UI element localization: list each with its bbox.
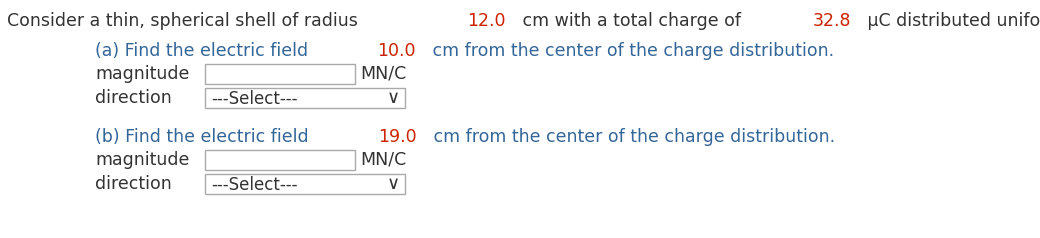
Text: 32.8: 32.8 <box>812 12 851 30</box>
Text: ∨: ∨ <box>387 89 400 107</box>
Text: cm from the center of the charge distribution.: cm from the center of the charge distrib… <box>427 128 835 146</box>
Bar <box>205 64 355 84</box>
Text: 19.0: 19.0 <box>378 128 416 146</box>
Text: Consider a thin, spherical shell of radius: Consider a thin, spherical shell of radi… <box>7 12 363 30</box>
Text: cm from the center of the charge distribution.: cm from the center of the charge distrib… <box>426 42 834 60</box>
Text: ∨: ∨ <box>387 175 400 193</box>
Bar <box>205 150 355 170</box>
Text: μC distributed uniformly on its surface.: μC distributed uniformly on its surface. <box>862 12 1040 30</box>
Text: MN/C: MN/C <box>360 151 407 169</box>
Text: cm with a total charge of: cm with a total charge of <box>517 12 746 30</box>
Text: (a) Find the electric field: (a) Find the electric field <box>95 42 314 60</box>
Text: ---Select---: ---Select--- <box>211 90 297 108</box>
Text: MN/C: MN/C <box>360 65 407 83</box>
Bar <box>205 88 405 108</box>
Text: 10.0: 10.0 <box>378 42 416 60</box>
Text: direction: direction <box>95 89 172 107</box>
Text: direction: direction <box>95 175 172 193</box>
Text: magnitude: magnitude <box>95 65 189 83</box>
Text: magnitude: magnitude <box>95 151 189 169</box>
Text: 12.0: 12.0 <box>467 12 505 30</box>
Text: ---Select---: ---Select--- <box>211 176 297 194</box>
Text: (b) Find the electric field: (b) Find the electric field <box>95 128 314 146</box>
Bar <box>205 174 405 194</box>
